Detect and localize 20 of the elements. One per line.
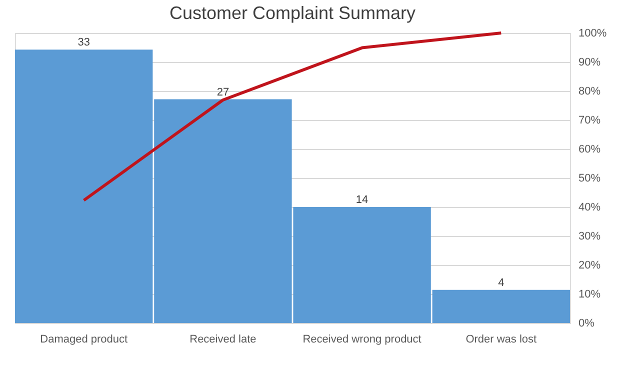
y2-tick-label: 50%: [578, 172, 601, 184]
y2-tick-label: 100%: [578, 28, 607, 40]
y2-tick-label: 40%: [578, 202, 601, 214]
y2-tick-label: 60%: [578, 144, 601, 156]
x-tick-label: Received late: [190, 334, 256, 346]
y2-tick-label: 0%: [578, 318, 595, 330]
y2-tick-label: 70%: [578, 114, 601, 126]
x-tick-label: Received wrong product: [302, 334, 422, 346]
y2-tick-label: 30%: [578, 230, 601, 242]
y2-tick-label: 10%: [578, 288, 601, 300]
x-tick-label: Damaged product: [40, 334, 128, 346]
y2-tick-label: 20%: [578, 260, 601, 272]
data-label: 4: [498, 276, 504, 289]
data-label: 14: [356, 194, 368, 206]
data-label: 27: [216, 86, 230, 98]
y2-tick-label: 80%: [578, 86, 601, 98]
chart-title: Customer Complaint Summary: [169, 3, 416, 23]
data-label: 33: [78, 36, 90, 49]
x-tick-label: Order was lost: [466, 334, 537, 346]
y2-tick-label: 90%: [578, 56, 601, 68]
